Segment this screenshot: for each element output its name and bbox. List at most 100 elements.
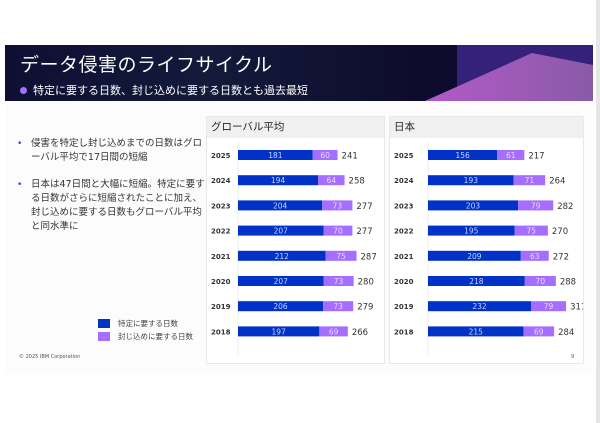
y-tick-label: 2025 xyxy=(211,152,231,160)
bar-identify xyxy=(428,326,524,337)
legend-swatch xyxy=(98,319,110,328)
y-tick-label: 2020 xyxy=(211,278,231,286)
data-label: 69 xyxy=(534,327,544,336)
bar-identify xyxy=(428,301,532,312)
bar-contain xyxy=(523,326,555,337)
data-label: 70 xyxy=(333,227,343,236)
bar-identify xyxy=(238,301,324,312)
data-label: 218 xyxy=(469,277,484,286)
bar-contain xyxy=(323,301,354,312)
chart-title: 日本 xyxy=(390,117,583,138)
data-label: 60 xyxy=(320,151,330,160)
total-label: 282 xyxy=(557,202,573,212)
total-label: 288 xyxy=(560,278,576,288)
total-label: 277 xyxy=(356,202,372,212)
bar-contain xyxy=(318,175,345,186)
bar-identify xyxy=(428,200,519,211)
bar-contain xyxy=(325,250,357,261)
total-label: 272 xyxy=(553,252,569,262)
bar-identify xyxy=(238,326,320,337)
y-tick-label: 2024 xyxy=(394,177,414,185)
banner-decoration-wedge xyxy=(425,53,593,101)
bar-contain xyxy=(518,200,554,211)
data-label: 63 xyxy=(530,252,540,261)
bullet-icon: • xyxy=(17,139,23,149)
bar-identify xyxy=(238,150,313,160)
y-tick-label: 2023 xyxy=(394,202,414,210)
legend-swatch xyxy=(98,332,110,341)
data-label: 207 xyxy=(274,277,289,286)
bar-contain xyxy=(319,326,348,337)
data-label: 61 xyxy=(506,151,516,160)
data-label: 73 xyxy=(333,201,343,210)
chart-japan: 2025 156 61 217 2024 193 71 264 2023 203 79 282 2022… xyxy=(394,142,586,356)
page-title: データ侵害のライフサイクル xyxy=(20,54,273,76)
data-label: 181 xyxy=(268,151,283,160)
legend-item-identify: 特定に要する日数 xyxy=(98,317,193,330)
data-label: 203 xyxy=(466,201,481,210)
bar-contain xyxy=(322,200,353,211)
y-tick-label: 2021 xyxy=(211,253,231,261)
total-label: 217 xyxy=(528,152,544,162)
bar-identify xyxy=(428,150,498,160)
bar-identify xyxy=(238,250,326,261)
legend-item-contain: 封じ込めに要する日数 xyxy=(98,330,193,343)
data-label: 75 xyxy=(526,227,536,236)
slide: データ侵害のライフサイクル 特定に要する日数、封じ込めに要する日数とも過去最短 … xyxy=(5,45,593,373)
subtitle-text: 特定に要する日数、封じ込めに要する日数とも過去最短 xyxy=(33,84,308,97)
data-label: 79 xyxy=(531,201,541,210)
chart-title: グローバル平均 xyxy=(207,117,384,138)
y-tick-label: 2023 xyxy=(211,202,231,210)
data-label: 73 xyxy=(333,302,343,311)
data-label: 193 xyxy=(464,176,479,185)
data-label: 79 xyxy=(544,302,554,311)
legend-label: 特定に要する日数 xyxy=(118,319,178,328)
data-label: 232 xyxy=(472,302,487,311)
legend-label: 封じ込めに要する日数 xyxy=(118,332,193,341)
copyright: © 2025 IBM Corporation xyxy=(19,354,81,360)
bar-contain xyxy=(520,250,549,261)
total-label: 277 xyxy=(356,227,372,237)
bullet-icon: • xyxy=(17,180,23,190)
bar-contain xyxy=(514,225,548,236)
bar-contain xyxy=(323,276,354,286)
data-label: 197 xyxy=(272,327,287,336)
total-label: 280 xyxy=(358,278,374,288)
key-point-text: 侵害を特定し封じ込めまでの日数はグローバル平均で17日間の短縮 xyxy=(31,138,203,163)
total-label: 270 xyxy=(552,227,568,237)
bar-contain xyxy=(524,276,556,286)
y-tick-label: 2025 xyxy=(394,152,414,160)
window-edge xyxy=(596,0,600,423)
total-label: 241 xyxy=(342,152,358,162)
bar-contain xyxy=(312,150,338,160)
bar-identify xyxy=(428,250,521,261)
subtitle: 特定に要する日数、封じ込めに要する日数とも過去最短 xyxy=(20,82,308,98)
data-label: 195 xyxy=(464,227,479,236)
y-tick-label: 2022 xyxy=(394,228,414,236)
y-tick-label: 2019 xyxy=(394,303,414,311)
total-label: 284 xyxy=(558,328,574,338)
title-banner: データ侵害のライフサイクル 特定に要する日数、封じ込めに要する日数とも過去最短 xyxy=(5,45,593,101)
data-label: 206 xyxy=(273,302,288,311)
data-label: 194 xyxy=(271,176,286,185)
y-tick-label: 2018 xyxy=(394,328,414,336)
y-tick-label: 2022 xyxy=(211,228,231,236)
data-label: 204 xyxy=(273,201,288,210)
data-label: 70 xyxy=(536,277,546,286)
bar-contain xyxy=(531,301,567,312)
data-label: 69 xyxy=(329,327,339,336)
total-label: 287 xyxy=(361,252,377,262)
bar-contain xyxy=(497,150,525,160)
bar-contain xyxy=(513,175,546,186)
y-tick-label: 2019 xyxy=(211,303,231,311)
data-label: 73 xyxy=(334,277,344,286)
bullet-dot-icon xyxy=(20,86,27,94)
key-point-text: 日本は47日間と大幅に短縮。特定に要する日数がさらに短縮されたことに加え、封じ込… xyxy=(31,179,205,232)
bar-contain xyxy=(323,225,353,236)
bar-identify xyxy=(428,175,514,186)
y-tick-label: 2018 xyxy=(211,328,231,336)
y-tick-label: 2020 xyxy=(394,278,414,286)
page-number: 9 xyxy=(571,354,575,360)
data-label: 207 xyxy=(274,227,289,236)
data-label: 75 xyxy=(336,252,346,261)
